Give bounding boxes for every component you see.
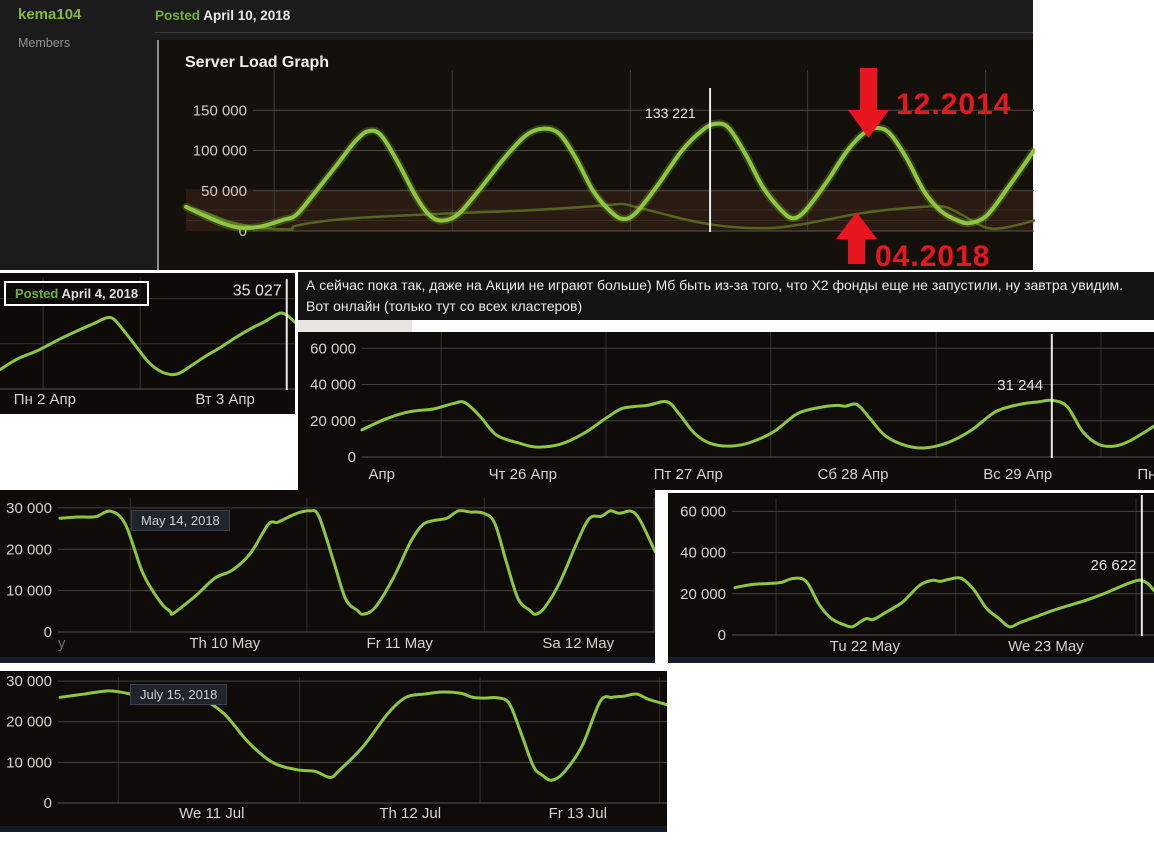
cursor-value-label: 26 622 [1091,557,1137,574]
y-axis-tick-label: 150 000 [193,102,247,119]
annotation-04-2018: 04.2018 [875,240,991,273]
panel-bottom-strip [0,826,667,832]
y-axis-tick-label: 20 000 [310,413,356,430]
y-axis-tick-label: 0 [44,795,52,812]
x-axis-tick-label: We 23 May [1008,638,1084,655]
y-axis-tick-label: 20 000 [680,586,726,603]
post-date: April 10, 2018 [203,8,291,23]
july-chart-canvas[interactable]: 30 000 20 000 10 000 0 We 11 Jul Th 12 Jul Fr … [0,671,667,832]
y-axis-tick-label: 60 000 [310,340,356,357]
inset-post-date-box: Posted April 4, 2018 [4,281,150,306]
x-axis-tick-label: Пт 27 Апр [654,466,723,483]
july-chart-image[interactable]: 30 000 20 000 10 000 0 We 11 Jul Th 12 Jul Fr … [0,671,667,832]
y-axis-tick-label: 50 000 [201,183,247,200]
y-axis-tick-label: 0 [239,223,247,240]
y-axis-tick-label: 40 000 [310,377,356,394]
y-axis-tick-label: 20 000 [6,714,52,731]
x-axis-tick-label: Апр [369,466,395,483]
author-link[interactable]: kema104 [18,6,82,23]
y-axis-tick-label: 0 [44,624,52,641]
x-axis-tick-label: Пн 2 Апр [14,391,76,408]
y-axis-tick-label: 40 000 [680,545,726,562]
red-up-arrow-icon [836,212,877,264]
post-container: kema104 Members Posted April 10, 2018 15… [0,0,1035,273]
server-load-chart-canvas[interactable]: 150 000 100 000 50 000 0 133 221 [159,40,1035,270]
chart-title: Server Load Graph [185,54,330,71]
post-date-header: Posted April 10, 2018 [155,8,290,23]
posted-label: Posted [15,286,59,301]
x-axis-tick-label: y [58,635,66,652]
x-axis-tick-label: Fr 13 Jul [549,805,607,822]
posted-label: Posted [155,8,201,23]
annotation-12-2014: 12.2014 [896,88,1012,121]
reply-text-line: Вот онлайн (только тут со всех кластеров… [306,298,583,314]
x-axis-tick-label: Th 12 Jul [379,805,441,822]
x-axis-tick-label: We 11 Jul [179,805,244,822]
x-axis-tick-label: Sa 12 May [542,635,614,652]
y-axis-tick-label: 0 [348,449,356,466]
y-axis-tick-label: 10 000 [6,754,52,771]
x-axis-tick-label: Пн [1137,466,1154,483]
date-tooltip-badge: May 14, 2018 [131,510,230,531]
late-april-chart-canvas[interactable]: 60 000 40 000 20 000 0 31 244 Апр Чт 26 Апр Пт … [298,332,1154,490]
author-group-label: Members [18,36,71,50]
post-header-divider [155,32,1033,33]
x-axis-tick-label: Вс 29 Апр [983,466,1052,483]
red-down-arrow-icon [848,68,889,138]
may22-chart-image[interactable]: 60 000 40 000 20 000 0 26 622 Tu 22 May We 23 … [668,493,1154,663]
y-axis-tick-label: 20 000 [6,541,52,558]
april-mini-chart-image[interactable]: 35 027 Пн 2 Апр Вт 3 Апр Posted April 4, 2… [0,273,295,414]
cropped-toolbar-strip [412,320,1154,332]
cursor-value-label: 133 221 [645,105,696,121]
reply-post-container: А сейчас пока так, даже на Акции не игра… [298,272,1154,490]
y-axis-tick-label: 30 000 [6,500,52,517]
reply-text-line: А сейчас пока так, даже на Акции не игра… [306,277,1124,293]
y-axis-tick-label: 60 000 [680,503,726,520]
may10-chart-image[interactable]: 30 000 20 000 10 000 0 y Th 10 May Fr 11 May Sa… [0,490,655,663]
x-axis-tick-label: Th 10 May [189,635,260,652]
series-online [733,576,1154,629]
y-axis-tick-label: 0 [718,627,726,644]
x-axis-tick-label: Tu 22 May [830,638,901,655]
x-axis-tick-label: Чт 26 Апр [489,466,557,483]
panel-bottom-strip [0,657,655,663]
cursor-value-label: 35 027 [233,282,282,299]
series-12.2014 [184,121,1035,230]
cursor-value-label: 31 244 [997,377,1043,394]
y-axis-tick-label: 10 000 [6,583,52,600]
y-axis-tick-label: 30 000 [6,673,52,690]
inset-post-date: April 4, 2018 [61,286,139,301]
series-online [360,398,1154,450]
cropped-toolbar-strip [298,320,412,332]
panel-bottom-strip [668,657,1154,663]
series-online [58,509,655,616]
may22-chart-canvas[interactable]: 60 000 40 000 20 000 0 26 622 Tu 22 May We 23 … [668,493,1154,663]
series-online [0,311,295,377]
y-axis-tick-label: 100 000 [193,143,247,160]
server-load-graph-image[interactable]: 150 000 100 000 50 000 0 133 221 Server Load… [157,40,1035,273]
may10-chart-canvas[interactable]: 30 000 20 000 10 000 0y Th 10 May Fr 11 May Sa… [0,490,655,663]
x-axis-tick-label: Fr 11 May [367,635,434,652]
date-tooltip-badge: July 15, 2018 [130,684,228,705]
x-axis-tick-label: Сб 28 Апр [818,466,889,483]
x-axis-tick-label: Вт 3 Апр [195,391,255,408]
